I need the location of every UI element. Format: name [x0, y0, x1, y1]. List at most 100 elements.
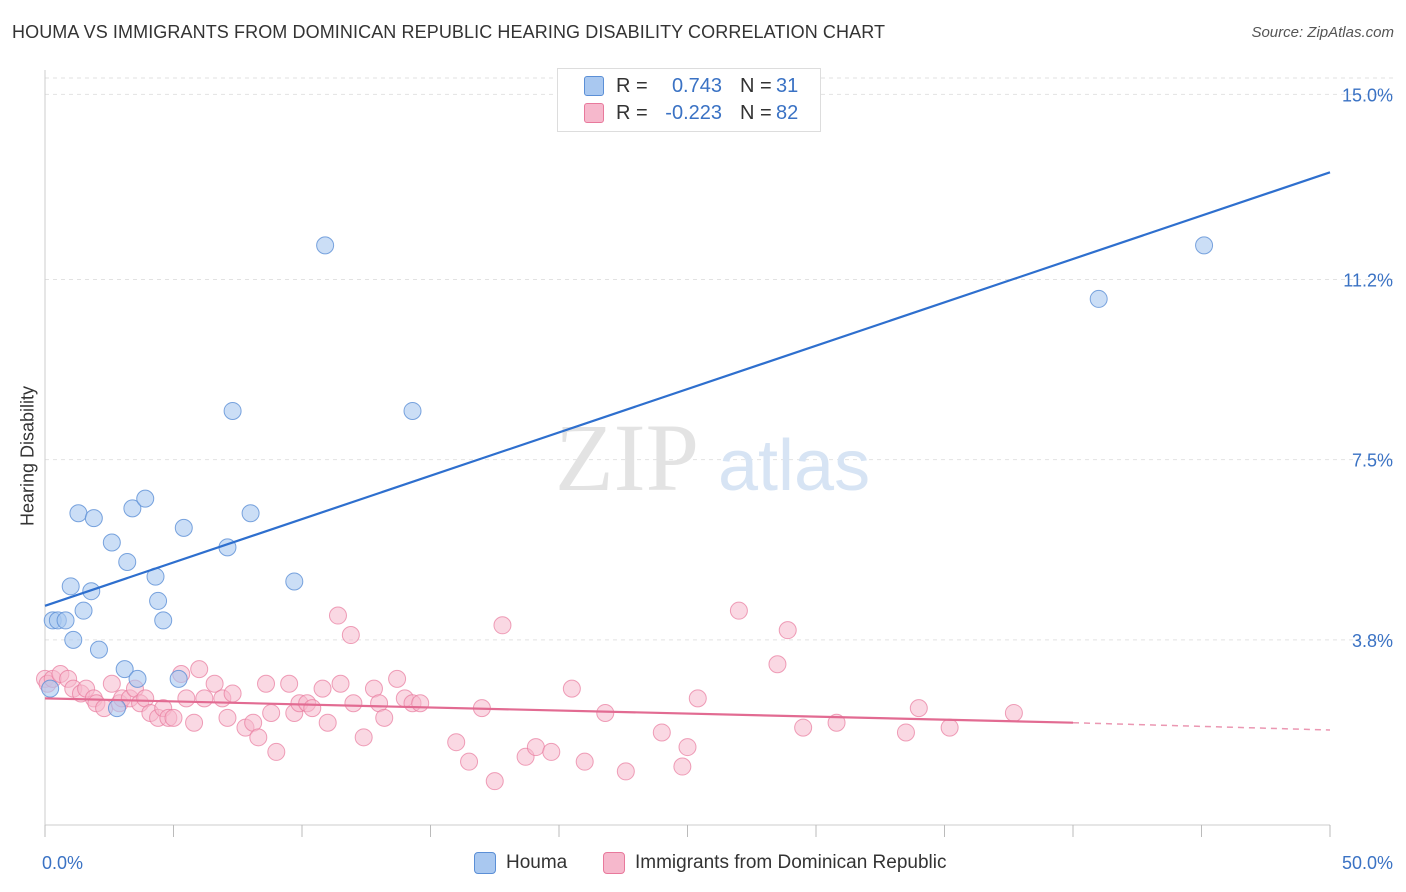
- points-houma: [41, 236, 1214, 718]
- data-point-houma: [136, 489, 155, 508]
- legend-row-dominican: R = -0.223 N = 82: [584, 100, 798, 126]
- data-point-dominican: [794, 718, 813, 737]
- trend-line-dominican-extension: [1072, 721, 1331, 731]
- data-point-dominican: [318, 713, 337, 732]
- trend-lines: [44, 171, 1331, 731]
- data-point-dominican: [205, 674, 224, 693]
- points-dominican: [36, 601, 1023, 791]
- gridlines: [45, 77, 1395, 641]
- watermark-zip: ZIP: [555, 404, 699, 511]
- legend-r-value: 0.743: [671, 74, 722, 97]
- data-point-houma: [169, 669, 188, 688]
- data-point-dominican: [102, 674, 121, 693]
- y-axis-title: Hearing Disability: [17, 385, 38, 527]
- data-point-houma: [174, 518, 193, 537]
- data-point-houma: [118, 552, 137, 571]
- legend-n-value: 31: [776, 74, 799, 97]
- data-point-dominican: [249, 728, 268, 747]
- y-tick-label: 15.0%: [1342, 85, 1393, 105]
- data-point-dominican: [909, 699, 928, 718]
- data-point-dominican: [354, 728, 373, 747]
- legend: R = 0.743 N = 31 R = -0.223 N = 82: [557, 68, 821, 132]
- legend-n-value: 82: [776, 101, 799, 124]
- data-point-dominican: [562, 679, 581, 698]
- legend-row-houma: R = 0.743 N = 31: [584, 73, 798, 99]
- data-point-houma: [403, 401, 422, 420]
- legend-swatch-dominican: [584, 103, 604, 123]
- data-point-dominican: [195, 689, 214, 708]
- data-point-dominican: [303, 699, 322, 718]
- data-point-dominican: [280, 674, 299, 693]
- data-point-houma: [1195, 236, 1214, 255]
- data-point-dominican: [177, 689, 196, 708]
- data-point-houma: [89, 640, 108, 659]
- data-point-dominican: [896, 723, 915, 742]
- data-point-houma: [84, 509, 103, 528]
- data-point-dominican: [940, 718, 959, 737]
- data-point-dominican: [729, 601, 748, 620]
- legend-n-label: N =: [740, 101, 772, 124]
- data-point-houma: [223, 401, 242, 420]
- watermark: ZIP atlas: [555, 404, 870, 511]
- x-tick-label-min: 0.0%: [42, 853, 83, 873]
- watermark-atlas: atlas: [718, 426, 870, 506]
- data-point-dominican: [313, 679, 332, 698]
- data-point-houma: [64, 630, 83, 649]
- data-point-dominican: [768, 655, 787, 674]
- data-point-dominican: [341, 626, 360, 645]
- data-point-dominican: [652, 723, 671, 742]
- data-point-houma: [107, 699, 126, 718]
- data-point-houma: [74, 601, 93, 620]
- data-point-houma: [123, 499, 142, 518]
- data-point-houma: [241, 504, 260, 523]
- data-point-dominican: [190, 660, 209, 679]
- y-tick-label: 7.5%: [1352, 451, 1393, 471]
- trend-line-houma: [44, 171, 1331, 607]
- source-label: Source: ZipAtlas.com: [1251, 24, 1394, 41]
- bottom-legend-label-dominican: Immigrants from Dominican Republic: [635, 852, 947, 873]
- data-point-houma: [285, 572, 304, 591]
- data-point-dominican: [575, 752, 594, 771]
- legend-n-label: N =: [740, 74, 772, 97]
- data-point-dominican: [1004, 703, 1023, 722]
- data-point-houma: [69, 504, 88, 523]
- data-point-dominican: [526, 738, 545, 757]
- y-tick-label: 3.8%: [1352, 631, 1393, 651]
- data-point-dominican: [331, 674, 350, 693]
- data-point-houma: [56, 611, 75, 630]
- data-point-dominican: [778, 621, 797, 640]
- data-point-dominican: [223, 684, 242, 703]
- data-point-dominican: [678, 738, 697, 757]
- data-point-houma: [61, 577, 80, 596]
- data-point-houma: [1089, 289, 1108, 308]
- data-point-dominican: [616, 762, 635, 781]
- legend-r-label: R =: [616, 74, 648, 97]
- data-point-dominican: [827, 713, 846, 732]
- legend-r-label: R =: [616, 101, 648, 124]
- data-point-dominican: [485, 772, 504, 791]
- y-tick-label: 11.2%: [1343, 270, 1393, 290]
- x-tick-labels: 0.0% 50.0%: [42, 853, 1393, 873]
- data-point-dominican: [344, 694, 363, 713]
- data-point-dominican: [542, 742, 561, 761]
- axes: [44, 70, 1331, 837]
- x-tick-label-max: 50.0%: [1342, 853, 1393, 873]
- y-tick-labels: 3.8% 7.5% 11.2% 15.0%: [1342, 85, 1393, 651]
- data-point-dominican: [218, 708, 237, 727]
- legend-r-value: -0.223: [665, 101, 722, 124]
- data-point-dominican: [447, 733, 466, 752]
- data-point-houma: [128, 669, 147, 688]
- data-point-dominican: [164, 708, 183, 727]
- bottom-legend-houma: Houma: [474, 852, 567, 874]
- data-point-dominican: [185, 713, 204, 732]
- bottom-legend-swatch-dominican: [603, 852, 625, 874]
- data-point-dominican: [328, 606, 347, 625]
- data-point-dominican: [267, 742, 286, 761]
- data-point-dominican: [388, 669, 407, 688]
- data-point-dominican: [596, 703, 615, 722]
- data-point-dominican: [460, 752, 479, 771]
- bottom-legend-dominican: Immigrants from Dominican Republic: [603, 852, 947, 874]
- legend-swatch-houma: [584, 76, 604, 96]
- trend-line-dominican: [44, 697, 1074, 724]
